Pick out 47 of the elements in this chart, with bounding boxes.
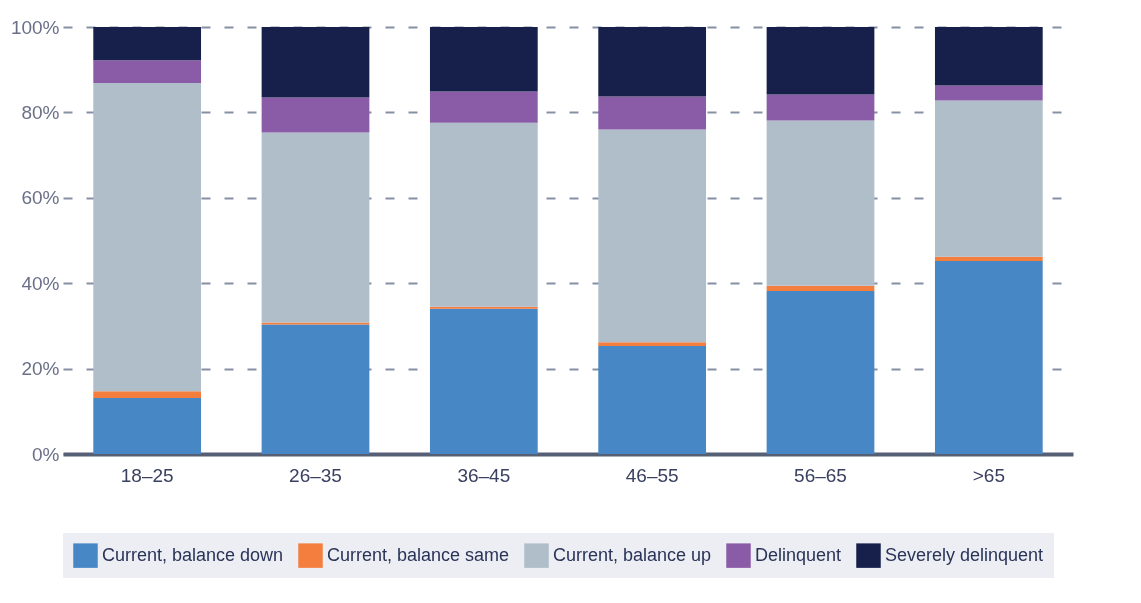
bar [934,85,1043,101]
x-tick-label: >65 [972,464,1005,486]
bar [429,308,538,454]
bar [429,122,538,307]
legend-label: Current, balance down [102,544,284,565]
bar [934,100,1043,257]
bar [766,285,875,291]
bar [429,306,538,309]
bar [93,27,202,61]
x-tick-label: 36–45 [457,464,511,486]
bar [429,91,538,123]
legend-label: Current, balance up [553,544,712,565]
bar [766,27,875,95]
bar [598,129,707,343]
bar [93,60,202,83]
bar [261,132,370,323]
bar [93,398,202,454]
x-tick-label: 26–35 [289,464,342,486]
bar [261,324,370,454]
bar [598,96,707,130]
bar [598,345,707,454]
bar [934,27,1043,86]
x-tick-label: 46–55 [625,464,679,486]
y-tick-label: 60% [21,187,60,209]
bar [598,342,707,346]
legend-label: Severely delinquent [885,544,1044,565]
bar [261,27,370,98]
y-tick-label: 0% [32,443,60,465]
y-tick-label: 20% [21,358,60,380]
legend-label: Delinquent [755,544,842,565]
bar [93,82,202,392]
y-tick-label: 100% [10,16,60,38]
legend-label: Current, balance same [327,544,510,565]
x-tick-label: 56–65 [794,464,847,486]
bar [261,322,370,325]
y-tick-label: 40% [21,272,60,294]
bar [766,120,875,286]
bar [766,94,875,121]
bar [934,256,1043,261]
bar [766,290,875,454]
bar [261,97,370,133]
bar [429,27,538,92]
bar [934,261,1043,454]
y-tick-label: 80% [21,101,60,123]
bar [598,27,707,97]
x-tick-label: 18–25 [120,464,174,486]
bar [93,391,202,399]
